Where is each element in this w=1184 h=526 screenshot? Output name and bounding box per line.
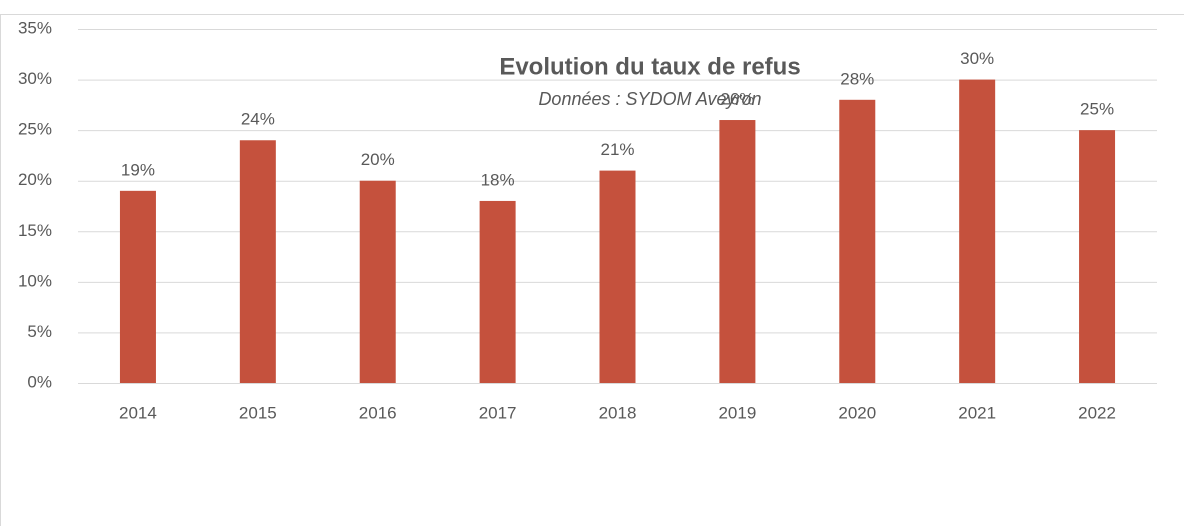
data-label: 24% [241, 110, 275, 129]
y-tick-label: 35% [18, 18, 52, 37]
x-tick-label: 2016 [359, 403, 397, 422]
y-tick-label: 15% [18, 221, 52, 240]
data-label: 21% [600, 140, 634, 159]
y-tick-label: 10% [18, 271, 52, 290]
data-label: 18% [481, 170, 515, 189]
x-tick-label: 2014 [119, 403, 157, 422]
y-tick-label: 5% [27, 322, 52, 341]
x-tick-label: 2019 [718, 403, 756, 422]
bar [719, 120, 756, 384]
data-label: 20% [361, 150, 395, 169]
bar [239, 140, 276, 383]
chart-title: Evolution du taux de refus [499, 53, 800, 80]
y-tick-label: 30% [18, 69, 52, 88]
chart-frame [0, 14, 1184, 526]
data-label: 28% [840, 69, 874, 88]
bar [479, 200, 516, 383]
bar [599, 170, 636, 383]
bar [959, 79, 996, 384]
x-tick-label: 2020 [838, 403, 876, 422]
y-tick-label: 0% [27, 372, 52, 391]
x-tick-label: 2022 [1078, 403, 1116, 422]
chart-subtitle: Données : SYDOM Aveyron [538, 89, 761, 109]
x-tick-label: 2015 [239, 403, 277, 422]
bar [1079, 130, 1116, 383]
x-tick-label: 2018 [599, 403, 637, 422]
bar [119, 190, 156, 383]
data-label: 30% [960, 49, 994, 68]
x-tick-label: 2021 [958, 403, 996, 422]
x-tick-label: 2017 [479, 403, 517, 422]
y-tick-label: 20% [18, 170, 52, 189]
bar [359, 180, 396, 383]
data-label: 19% [121, 160, 155, 179]
data-label: 25% [1080, 100, 1114, 119]
bar [839, 99, 876, 384]
data-label: 26% [720, 90, 754, 109]
y-tick-label: 25% [18, 120, 52, 139]
